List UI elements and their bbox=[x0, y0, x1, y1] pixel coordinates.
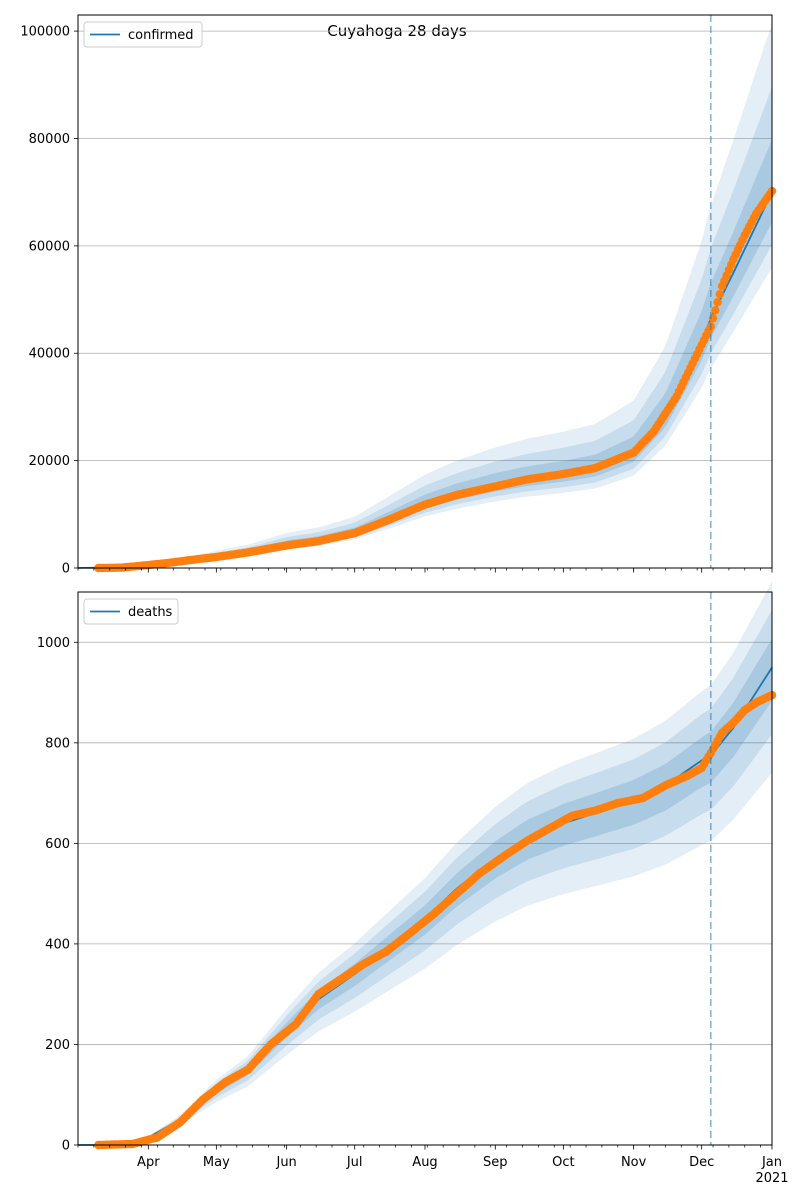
y-tick-label: 20000 bbox=[29, 454, 70, 469]
uncertainty-band bbox=[78, 139, 772, 568]
x-year-label: 2021 bbox=[755, 1171, 788, 1186]
plot-frame bbox=[77, 591, 773, 1146]
observed-point bbox=[713, 298, 722, 307]
x-tick-label: Apr bbox=[137, 1155, 160, 1170]
x-tick-label: Dec bbox=[689, 1155, 714, 1170]
y-tick-label: 60000 bbox=[29, 239, 70, 254]
y-tick-label: 400 bbox=[45, 937, 70, 952]
legend-label: confirmed bbox=[128, 28, 194, 43]
deaths-panel: 0 200 400 600 800 1000 deaths bbox=[37, 581, 777, 1154]
x-tick-label: May bbox=[203, 1155, 230, 1170]
observed-point bbox=[715, 290, 724, 299]
legend-box bbox=[83, 598, 179, 625]
legend-label: deaths bbox=[128, 605, 173, 620]
uncertainty-band bbox=[78, 581, 772, 1145]
x-tick-label: Nov bbox=[621, 1155, 647, 1170]
observed-point bbox=[711, 306, 720, 315]
x-tick-label: Jun bbox=[275, 1155, 296, 1170]
y-tick-label: 200 bbox=[45, 1038, 70, 1053]
legend: deaths bbox=[83, 598, 179, 625]
uncertainty-band bbox=[78, 23, 772, 569]
y-tick-label: 600 bbox=[45, 837, 70, 852]
x-tick-label: Jul bbox=[346, 1155, 363, 1170]
y-tick-label: 800 bbox=[45, 736, 70, 751]
x-tick-label: Oct bbox=[552, 1155, 574, 1170]
x-tick-label: Jan bbox=[761, 1155, 782, 1170]
confirmed-panel: 0 20000 40000 60000 80000 100000 confirmed bbox=[20, 14, 777, 577]
y-tick-label: 0 bbox=[62, 562, 70, 577]
y-tick-label: 100000 bbox=[20, 25, 70, 40]
uncertainty-band bbox=[78, 610, 772, 1145]
y-tick-label: 80000 bbox=[29, 132, 70, 147]
y-tick-label: 1000 bbox=[37, 636, 70, 651]
x-tick-label: Sep bbox=[483, 1155, 508, 1170]
x-tick-label: Aug bbox=[412, 1155, 437, 1170]
y-tick-label: 40000 bbox=[29, 347, 70, 362]
legend-box bbox=[83, 21, 203, 48]
y-tick-label: 0 bbox=[62, 1139, 70, 1154]
legend: confirmed bbox=[83, 21, 203, 48]
uncertainty-band bbox=[78, 86, 772, 569]
